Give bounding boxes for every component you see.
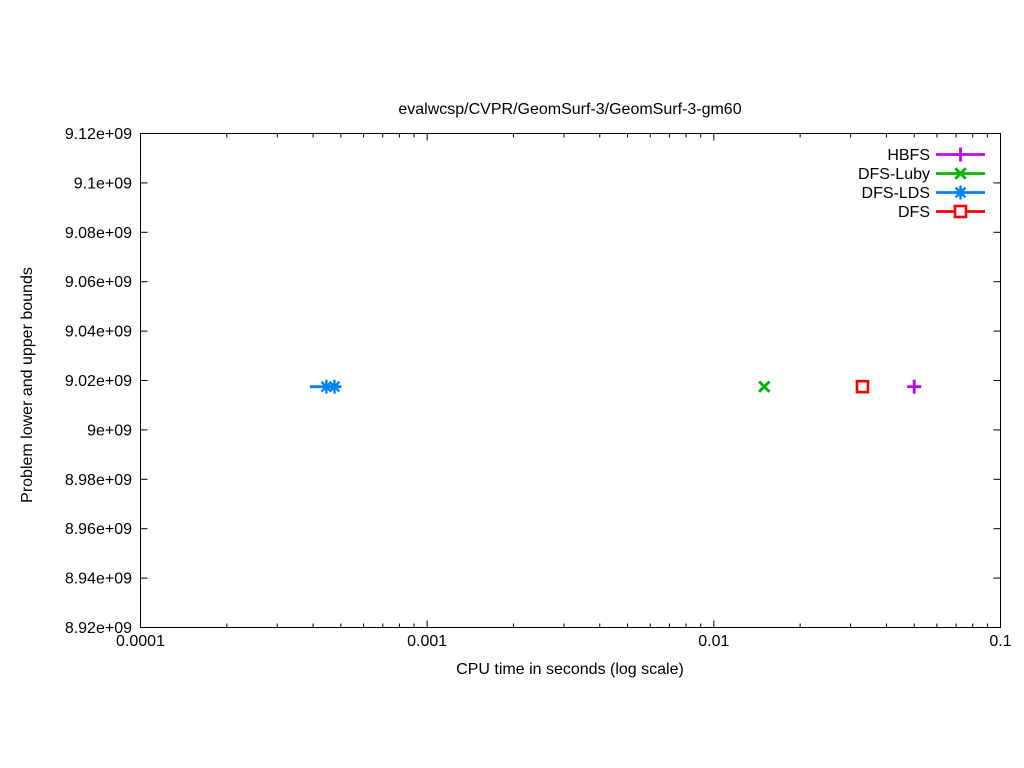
x-axis-label: CPU time in seconds (log scale) — [456, 661, 684, 678]
y-tick-label: 8.94e+09 — [65, 571, 132, 588]
x-tick-label: 0.01 — [698, 633, 729, 650]
y-axis-label: Problem lower and upper bounds — [19, 267, 36, 503]
x-tick-label: 0.0001 — [116, 633, 165, 650]
x-tick-label: 0.001 — [407, 633, 447, 650]
y-tick-label: 9.04e+09 — [65, 324, 132, 341]
y-tick-label: 9.02e+09 — [65, 373, 132, 390]
asterisk-marker-icon — [328, 380, 341, 393]
square-marker-icon — [855, 379, 870, 394]
chart-title: evalwcsp/CVPR/GeomSurf-3/GeomSurf-3-gm60 — [398, 101, 742, 118]
legend-label-DFS-Luby: DFS-Luby — [858, 166, 930, 183]
y-tick-label: 8.96e+09 — [65, 521, 132, 538]
y-tick-label: 8.98e+09 — [65, 472, 132, 489]
y-tick-label: 9.08e+09 — [65, 225, 132, 242]
plot-border — [140, 133, 1001, 628]
y-tick-label: 8.92e+09 — [65, 620, 132, 637]
square-marker-icon — [953, 204, 968, 219]
y-tick-label: 9e+09 — [87, 422, 132, 439]
asterisk-marker-icon — [954, 186, 967, 199]
cross-marker-icon — [954, 167, 967, 180]
x-tick-label: 0.1 — [989, 633, 1011, 650]
legend-label-DFS: DFS — [898, 204, 930, 221]
y-tick-label: 9.06e+09 — [65, 274, 132, 291]
legend-label-DFS-LDS: DFS-LDS — [862, 185, 930, 202]
cross-marker-icon — [758, 380, 771, 393]
y-tick-label: 9.12e+09 — [65, 126, 132, 143]
legend-label-HBFS: HBFS — [887, 147, 930, 164]
y-tick-label: 9.1e+09 — [74, 175, 132, 192]
